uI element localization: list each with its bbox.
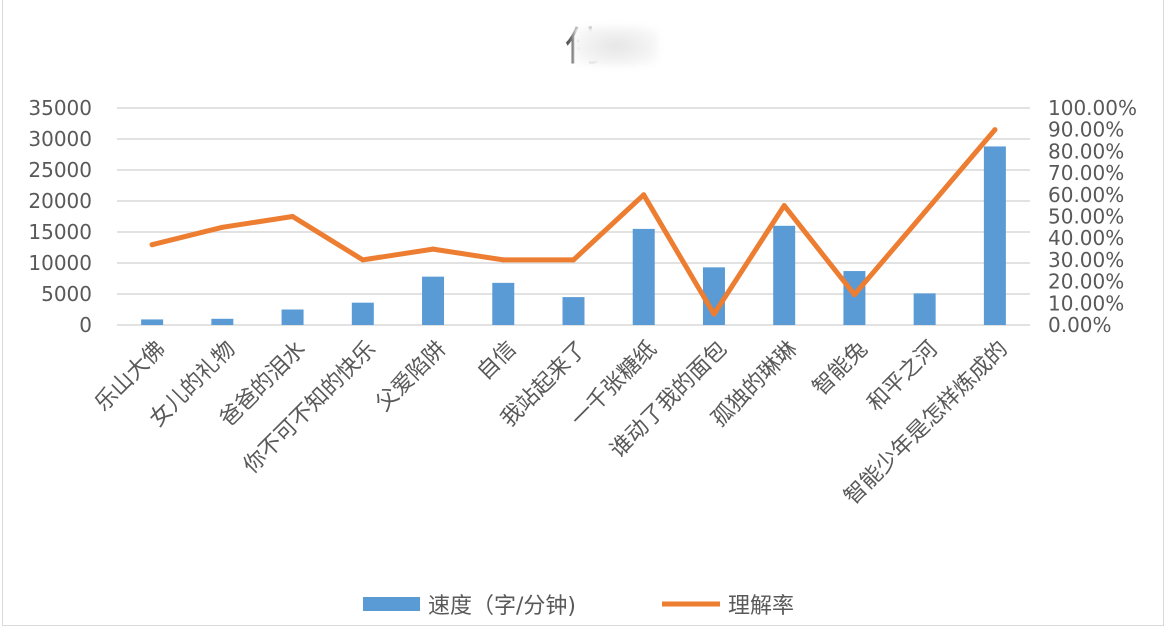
line-point bbox=[711, 311, 717, 317]
bar bbox=[773, 225, 796, 325]
y-right-tick-label: 60.00% bbox=[1048, 183, 1124, 207]
line-point bbox=[992, 127, 998, 133]
bar bbox=[141, 319, 164, 325]
bar bbox=[562, 297, 585, 325]
y-left-tick-label: 30000 bbox=[28, 127, 92, 151]
y-right-tick-label: 10.00% bbox=[1048, 291, 1124, 315]
line-point bbox=[500, 257, 506, 263]
line-point bbox=[360, 257, 366, 263]
y-right-tick-label: 20.00% bbox=[1048, 270, 1124, 294]
bar bbox=[281, 309, 304, 325]
bar bbox=[913, 293, 936, 325]
y-left-tick-label: 20000 bbox=[28, 189, 92, 213]
line-point bbox=[571, 257, 576, 263]
y-right-tick-label: 70.00% bbox=[1048, 161, 1124, 185]
x-category-label: 自信 bbox=[473, 337, 522, 386]
line-series bbox=[149, 127, 998, 317]
legend-line-label: 理解率 bbox=[728, 594, 794, 619]
y-right-tick-label: 30.00% bbox=[1048, 248, 1124, 272]
y-right-tick-label: 50.00% bbox=[1048, 205, 1124, 229]
y-left-tick-label: 35000 bbox=[28, 96, 92, 120]
bar bbox=[843, 271, 866, 325]
x-category-label: 你不可不知的快乐 bbox=[239, 337, 381, 479]
bar bbox=[492, 282, 515, 325]
y-left-tick-label: 0 bbox=[79, 313, 92, 337]
x-category-label: 智能兔 bbox=[808, 337, 872, 401]
bar bbox=[422, 276, 445, 325]
line-point bbox=[781, 203, 787, 209]
line-point bbox=[922, 209, 928, 215]
y-left-tick-label: 10000 bbox=[28, 251, 92, 275]
line-point bbox=[290, 214, 296, 219]
bar bbox=[351, 302, 374, 325]
y-right-tick-label: 40.00% bbox=[1048, 226, 1124, 250]
y-right-tick-label: 80.00% bbox=[1048, 139, 1124, 163]
line-point bbox=[430, 246, 436, 252]
legend-bar-swatch bbox=[363, 597, 420, 611]
line-point bbox=[149, 242, 155, 248]
y-right-tick-label: 0.00% bbox=[1048, 313, 1112, 337]
y-right-tick-label: 100.00% bbox=[1048, 96, 1137, 120]
bar bbox=[211, 318, 234, 325]
legend-bar-label: 速度（字/分钟) bbox=[428, 594, 576, 619]
line-point bbox=[219, 224, 225, 230]
y-left-tick-label: 5000 bbox=[41, 282, 92, 306]
bar bbox=[983, 146, 1006, 325]
line-point bbox=[851, 292, 857, 298]
line-point bbox=[641, 192, 647, 198]
title-redaction-blur bbox=[574, 26, 658, 66]
y-left-tick-label: 25000 bbox=[28, 158, 92, 182]
bar bbox=[702, 267, 725, 325]
y-right-tick-label: 90.00% bbox=[1048, 118, 1124, 142]
x-category-label: 父爱陷阱 bbox=[371, 337, 451, 417]
y-left-tick-label: 15000 bbox=[28, 220, 92, 244]
bar bbox=[632, 228, 655, 325]
